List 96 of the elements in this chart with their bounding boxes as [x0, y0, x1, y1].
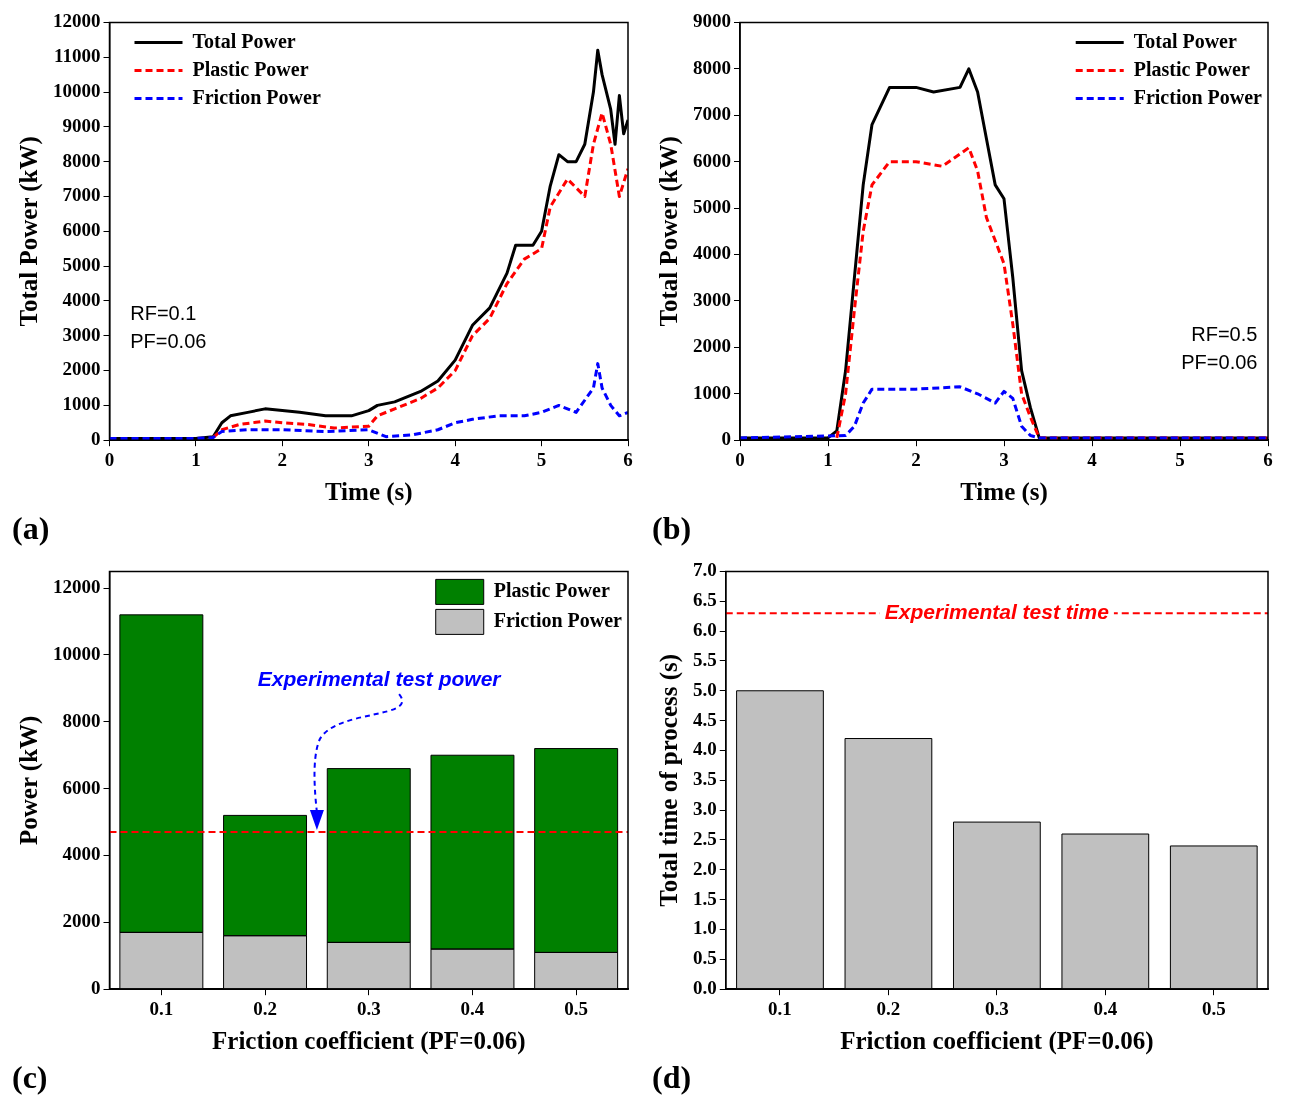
y-tick-label: 4.5 [693, 708, 717, 730]
annotation: RF=0.5 [1191, 323, 1258, 346]
y-tick-label: 6000 [62, 776, 101, 798]
y-tick-label: 1000 [62, 393, 101, 415]
line-series [835, 146, 1268, 440]
x-tick-label: 5 [536, 448, 547, 470]
x-tick-label: 0.2 [253, 997, 277, 1019]
y-tick-label: 6.5 [693, 589, 717, 611]
y-tick-label: 0 [91, 977, 101, 999]
text: (d) [652, 1059, 692, 1096]
x-tick-label: 5 [1175, 448, 1185, 470]
x-tick-label: 0 [735, 448, 745, 470]
legend-label: Friction Power [1133, 85, 1263, 108]
annotation: PF=0.06 [130, 330, 207, 353]
legend-label: Plastic Power [1133, 57, 1250, 80]
legend-label: Plastic Power [192, 57, 309, 80]
line-series [211, 111, 628, 439]
x-tick-label: 2 [277, 448, 288, 470]
x-tick-label: 0.5 [1201, 997, 1226, 1019]
text: (c) [12, 1059, 48, 1096]
y-tick-label: 12000 [53, 576, 101, 598]
x-tick-label: 1 [191, 448, 201, 470]
y-tick-label: 3000 [62, 323, 101, 345]
y-tick-label: 10000 [53, 642, 101, 664]
y-tick-label: 0 [721, 428, 731, 450]
x-tick-label: 0.1 [149, 997, 174, 1019]
x-tick-label: 0.3 [356, 997, 381, 1019]
x-tick-label: 3 [999, 448, 1009, 470]
annotation: PF=0.06 [1181, 351, 1258, 374]
text: (a) [12, 510, 50, 547]
legend-label: Total Power [192, 29, 296, 52]
y-tick-label: 9000 [693, 10, 731, 32]
y-tick-label: 5.5 [693, 648, 717, 670]
legend-label: Friction Power [192, 85, 321, 108]
y-tick-label: 6000 [62, 219, 101, 241]
x-tick-label: 0.3 [985, 997, 1009, 1019]
x-tick-label: 0.4 [1093, 997, 1118, 1019]
y-tick-label: 4000 [693, 242, 731, 264]
y-tick-label: 7000 [62, 184, 101, 206]
y-tick-label: 5000 [62, 254, 101, 276]
x-tick-label: 6 [623, 448, 633, 470]
y-axis-title: Power (kW) [15, 715, 44, 845]
y-tick-label: 3000 [693, 288, 731, 310]
legend-label: Total Power [1133, 29, 1237, 52]
x-tick-label: 4 [450, 448, 461, 470]
y-tick-label: 2.5 [693, 827, 717, 849]
y-tick-label: 1.5 [693, 887, 717, 909]
y-tick-label: 8000 [693, 56, 731, 78]
y-tick-label: 2000 [62, 358, 101, 380]
y-tick-label: 4000 [62, 843, 101, 865]
y-tick-label: 5.0 [693, 678, 717, 700]
y-tick-label: 1.0 [693, 917, 717, 939]
y-tick-label: 4000 [62, 288, 101, 310]
annotation: RF=0.1 [130, 302, 197, 325]
legend-label: Plastic Power [493, 578, 610, 601]
y-tick-label: 11000 [54, 45, 101, 67]
y-tick-label: 2000 [693, 335, 731, 357]
y-tick-label: 6.0 [693, 618, 717, 640]
y-tick-label: 9000 [62, 114, 101, 136]
x-tick-label: 3 [364, 448, 374, 470]
y-tick-label: 7000 [693, 103, 731, 125]
x-tick-label: 1 [823, 448, 833, 470]
y-tick-label: 0 [91, 428, 101, 450]
y-tick-label: 8000 [62, 149, 101, 171]
x-tick-label: 6 [1263, 448, 1273, 470]
y-tick-label: 0.5 [693, 947, 717, 969]
y-tick-label: 3.5 [693, 768, 717, 790]
y-axis-title: Total Power (kW) [15, 136, 44, 327]
ref-line-label: Experimental test time [884, 599, 1110, 623]
y-tick-label: 2000 [62, 910, 101, 932]
y-tick-label: 7.0 [693, 559, 717, 581]
x-tick-label: 0.5 [564, 997, 589, 1019]
x-tick-label: 4 [1087, 448, 1098, 470]
x-axis-title: Time (s) [960, 478, 1048, 507]
y-tick-label: 12000 [53, 10, 101, 32]
y-tick-label: 6000 [693, 149, 731, 171]
y-tick-label: 8000 [62, 709, 101, 731]
y-tick-label: 5000 [693, 196, 731, 217]
x-tick-label: 0.1 [768, 997, 792, 1019]
x-axis-title: Friction coefficient (PF=0.06) [840, 1027, 1154, 1056]
y-axis-title: Total Power (kW) [655, 136, 684, 327]
x-tick-label: 0.4 [460, 997, 485, 1019]
legend-label: Friction Power [493, 608, 623, 631]
y-tick-label: 0.0 [693, 977, 717, 999]
text: (b) [652, 510, 692, 547]
x-axis-title: Time (s) [324, 478, 413, 507]
y-tick-label: 1000 [693, 381, 731, 403]
x-tick-label: 0.2 [876, 997, 901, 1019]
y-tick-label: 3.0 [693, 798, 717, 820]
y-tick-label: 10000 [53, 79, 101, 101]
y-axis-title: Total time of process (s) [655, 653, 684, 907]
y-tick-label: 2.0 [693, 857, 717, 879]
annotation: Experimental test power [257, 666, 503, 690]
y-tick-label: 4.0 [693, 738, 717, 760]
x-tick-label: 2 [911, 448, 921, 470]
x-axis-title: Friction coefficient (PF=0.06) [212, 1027, 526, 1056]
